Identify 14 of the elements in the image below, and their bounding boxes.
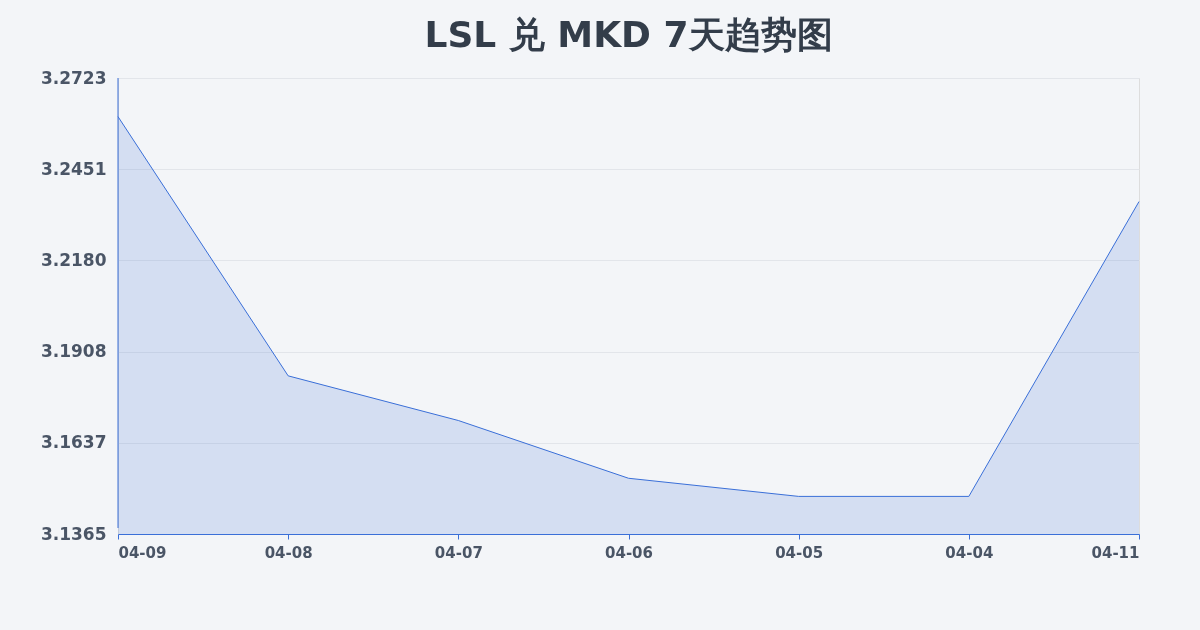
x-tick-label: 04-11	[1091, 543, 1140, 562]
x-tick-label: 04-08	[264, 543, 313, 562]
y-tick-label: 3.1365	[40, 523, 107, 544]
x-tick-label: 04-05	[775, 543, 824, 562]
y-tick-label: 3.1908	[40, 341, 107, 362]
x-tick-label: 04-09	[118, 543, 167, 562]
y-tick-label: 3.1637	[40, 432, 107, 453]
y-tick-label: 3.2451	[40, 158, 107, 179]
y-tick-label: 3.2723	[40, 67, 107, 88]
y-tick-label: 3.2180	[40, 249, 107, 270]
x-tick-label: 04-07	[434, 543, 483, 562]
x-tick-label: 04-06	[605, 543, 653, 562]
chart-title: LSL 兑 MKD 7天趋势图	[424, 14, 833, 55]
x-tick-label: 04-04	[945, 543, 994, 562]
